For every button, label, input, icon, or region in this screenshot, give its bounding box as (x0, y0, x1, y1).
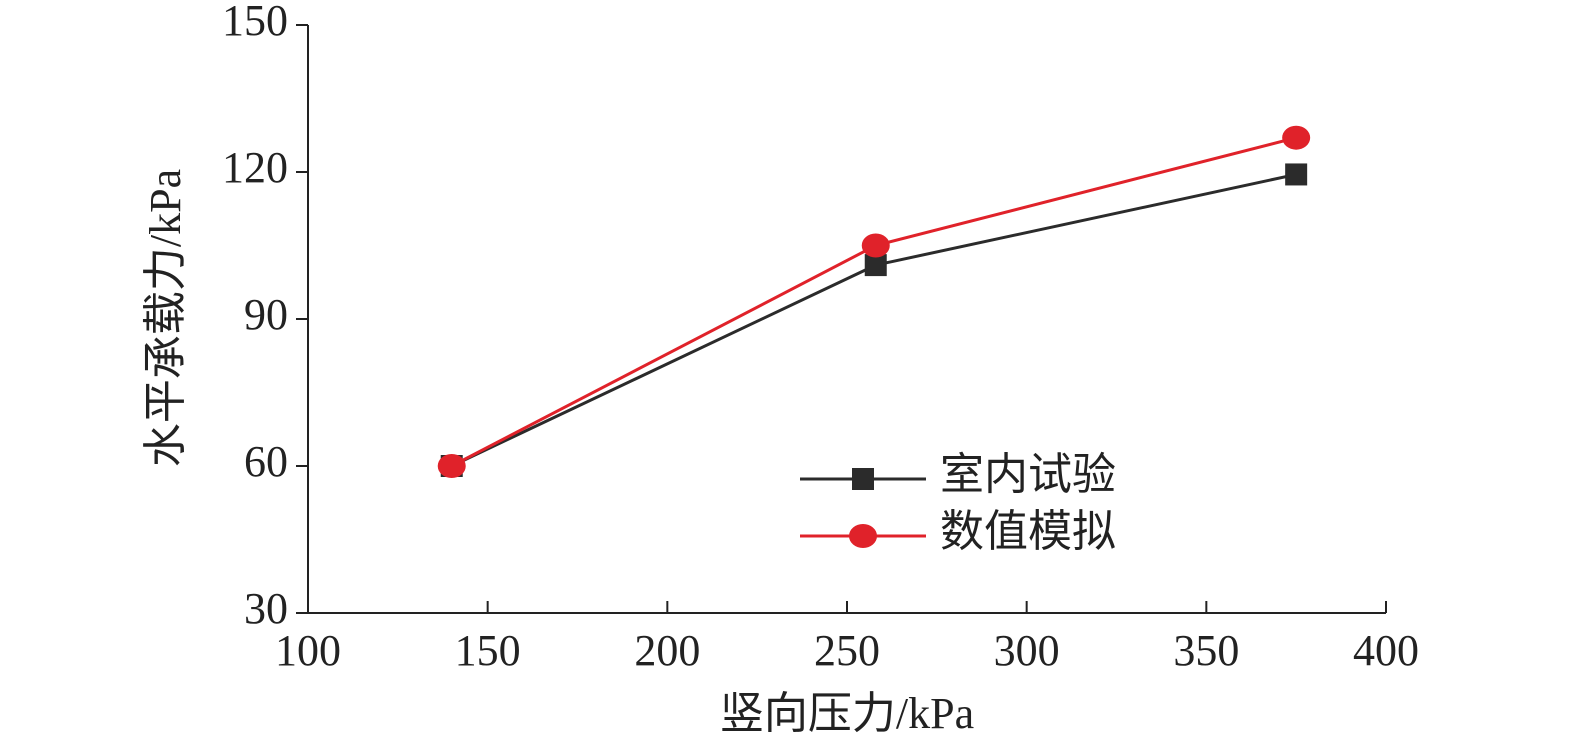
data-point (864, 254, 887, 277)
legend-label: 室内试验 (940, 450, 1116, 499)
x-tick-label: 400 (1353, 626, 1419, 675)
x-tick-label: 150 (455, 626, 521, 675)
x-tick-label: 200 (634, 626, 700, 675)
y-tick-label: 30 (244, 584, 288, 633)
x-axis-label: 竖向压力/kPa (720, 689, 974, 738)
x-tick-label: 250 (814, 626, 880, 675)
y-axis-label: 水平承载力/kPa (141, 169, 190, 467)
data-point (861, 233, 890, 258)
x-tick-label: 350 (1173, 626, 1239, 675)
series-line (451, 136, 1297, 468)
legend-label: 数值模拟 (940, 507, 1116, 556)
data-point (1285, 163, 1308, 186)
y-tick-label: 60 (244, 437, 288, 486)
y-tick-label: 90 (244, 290, 288, 339)
y-tick-label: 150 (222, 0, 288, 45)
series-line (451, 172, 1297, 468)
data-point (1282, 125, 1311, 150)
y-tick-label: 120 (222, 143, 288, 192)
data-point (437, 454, 466, 478)
legend-marker (849, 524, 877, 548)
x-tick-label: 300 (994, 626, 1060, 675)
legend-marker (852, 468, 874, 490)
x-tick-label: 100 (275, 626, 341, 675)
